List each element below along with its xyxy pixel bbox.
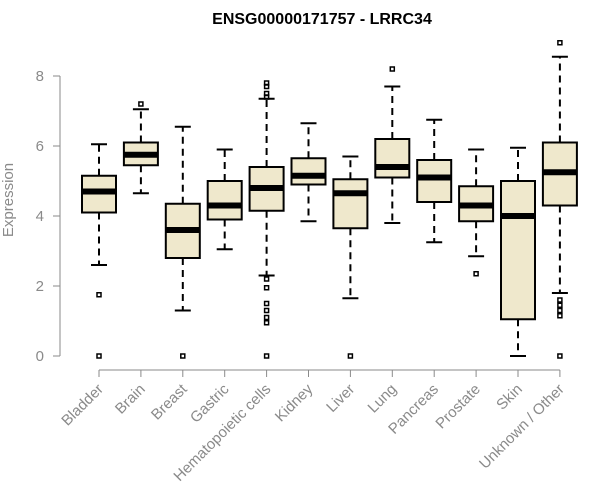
- box-group: [248, 80, 285, 359]
- plot-area: [81, 40, 578, 359]
- x-tick-label: Brain: [112, 381, 149, 418]
- box-group: [332, 155, 369, 359]
- box-group: [290, 122, 327, 223]
- outlier-point: [263, 300, 270, 307]
- box-group: [206, 148, 243, 251]
- y-axis: 0 2 4 6 8: [36, 68, 61, 365]
- y-tick-label: 0: [36, 348, 44, 365]
- box-group: [500, 146, 536, 357]
- outlier-point: [96, 353, 102, 359]
- outlier-point: [263, 285, 270, 291]
- outlier-point: [263, 94, 270, 100]
- chart-title: ENSG00000171757 - LRRC34: [212, 11, 432, 28]
- y-tick-label: 8: [36, 68, 44, 85]
- box: [500, 180, 536, 321]
- box-group: [458, 148, 495, 277]
- x-tick-label: Skin: [493, 381, 526, 414]
- x-tick-label: Lung: [365, 381, 401, 417]
- outlier-point: [473, 271, 479, 277]
- outlier-point: [263, 307, 270, 314]
- box-group: [541, 40, 578, 359]
- outlier-point: [263, 353, 270, 359]
- outlier-point: [180, 353, 186, 359]
- x-tick-label: Kidney: [272, 380, 317, 425]
- y-tick-label: 2: [36, 278, 44, 295]
- outlier-point: [557, 40, 563, 46]
- x-tick-label: Bladder: [58, 381, 107, 430]
- box: [206, 180, 243, 221]
- x-tick-label: Liver: [323, 381, 358, 416]
- outlier-point: [557, 313, 563, 319]
- x-tick-label: Breast: [148, 380, 191, 423]
- x-tick-label: Prostate: [432, 381, 484, 433]
- outlier-point: [263, 276, 270, 282]
- y-tick-label: 4: [36, 208, 44, 225]
- outlier-point: [138, 101, 144, 107]
- outlier-point: [263, 320, 270, 326]
- outlier-point: [557, 297, 563, 303]
- outlier-point: [389, 66, 396, 72]
- box-group: [416, 118, 453, 244]
- box-group: [374, 66, 411, 224]
- box-group: [122, 101, 159, 195]
- outlier-point: [557, 353, 563, 359]
- box: [290, 157, 327, 186]
- outlier-point: [263, 83, 270, 90]
- outlier-point: [347, 353, 354, 359]
- y-tick-label: 6: [36, 138, 44, 155]
- box: [332, 178, 369, 230]
- outlier-point: [557, 307, 563, 314]
- box-group: [81, 143, 117, 359]
- outlier-point: [263, 314, 270, 321]
- box: [416, 159, 453, 203]
- outlier-point: [557, 302, 563, 308]
- box-group: [164, 125, 201, 359]
- outlier-point: [96, 292, 102, 298]
- y-axis-label: Expression: [0, 163, 17, 237]
- box: [374, 138, 411, 179]
